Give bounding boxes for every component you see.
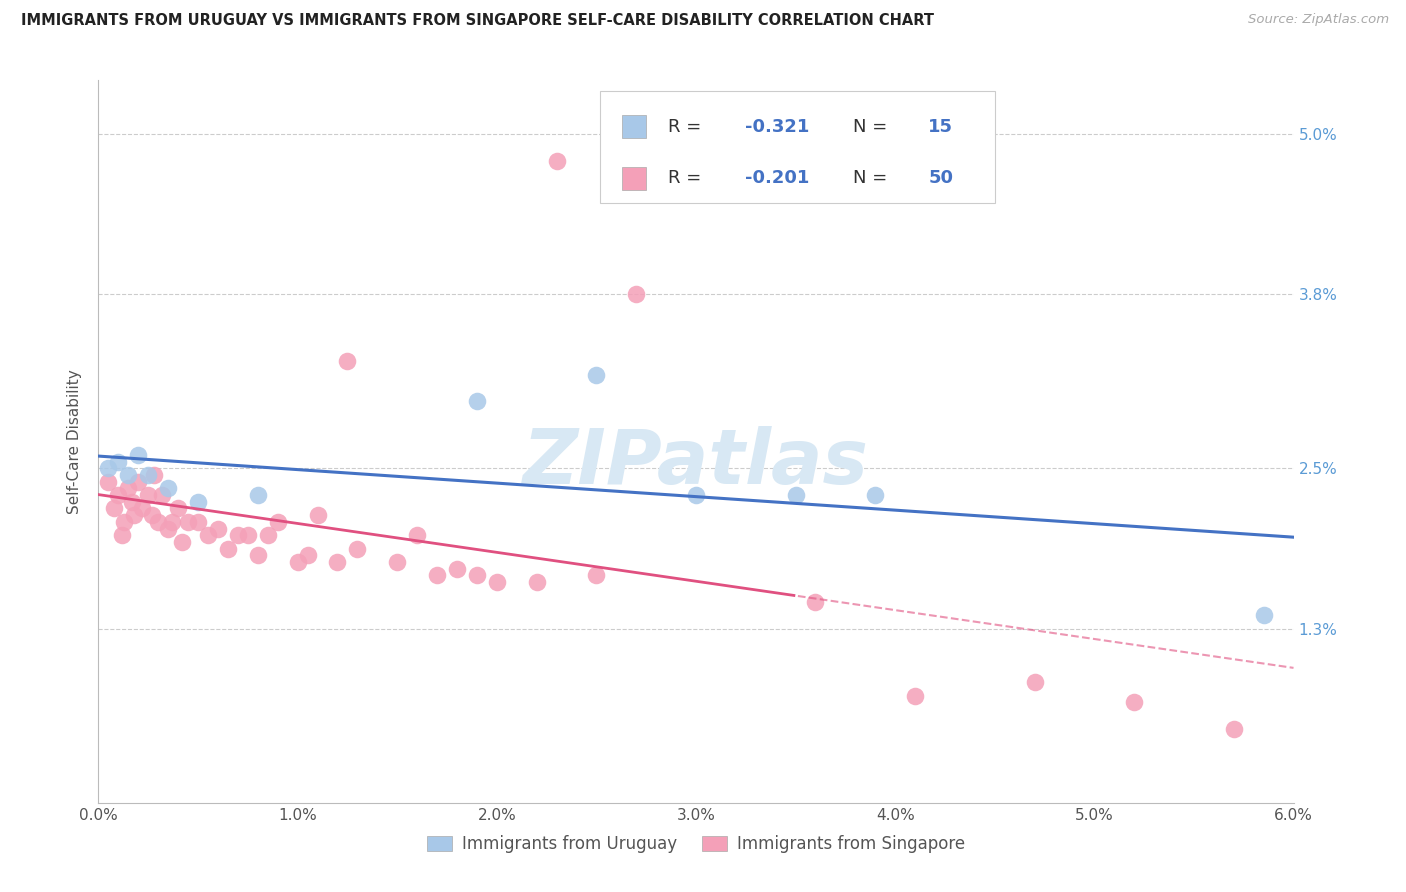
Point (136, 488, 159, 502)
Point (121, 494, 143, 508)
Point (406, 528, 429, 542)
Point (207, 521, 229, 535)
Text: R =: R = (668, 169, 707, 187)
Point (246, 488, 269, 502)
Point (187, 515, 209, 529)
Point (103, 501, 125, 516)
Point (136, 467, 159, 482)
Y-axis label: Self-Care Disability: Self-Care Disability (67, 369, 83, 514)
Point (197, 528, 219, 542)
Point (111, 528, 134, 542)
Point (297, 548, 319, 563)
Point (1253, 608, 1275, 623)
Point (336, 354, 359, 368)
Point (385, 555, 409, 569)
Point (685, 488, 707, 502)
Point (117, 467, 139, 482)
Point (236, 528, 259, 542)
Point (97, 461, 120, 475)
Text: -0.201: -0.201 (745, 169, 810, 187)
Point (585, 568, 607, 582)
Text: ZIPatlas: ZIPatlas (523, 426, 869, 500)
Point (107, 455, 129, 469)
Point (785, 488, 807, 502)
Point (112, 515, 135, 529)
Point (326, 555, 349, 569)
Point (226, 528, 249, 542)
Point (127, 475, 149, 489)
Point (124, 508, 146, 523)
Text: N =: N = (853, 118, 893, 136)
Point (307, 508, 329, 523)
Point (141, 508, 163, 523)
Point (131, 501, 153, 516)
Text: 50: 50 (928, 169, 953, 187)
Point (148, 515, 170, 529)
Point (446, 562, 468, 576)
Point (160, 515, 183, 529)
Point (117, 481, 139, 495)
Text: N =: N = (853, 169, 893, 187)
Point (107, 488, 129, 502)
FancyBboxPatch shape (600, 91, 995, 203)
Point (177, 515, 200, 529)
Text: Source: ZipAtlas.com: Source: ZipAtlas.com (1249, 13, 1389, 27)
Point (187, 494, 209, 508)
Point (465, 394, 488, 409)
Point (172, 534, 194, 549)
Point (585, 368, 607, 382)
Point (150, 488, 173, 502)
Point (267, 515, 290, 529)
Point (287, 555, 309, 569)
Point (246, 548, 269, 563)
Point (904, 689, 927, 703)
Point (157, 521, 180, 535)
Point (863, 488, 886, 502)
Point (1024, 675, 1046, 690)
Point (804, 595, 827, 609)
Point (465, 568, 488, 582)
Point (143, 467, 166, 482)
Point (157, 481, 180, 495)
Point (485, 575, 508, 590)
Point (256, 528, 278, 542)
Point (217, 541, 239, 556)
FancyBboxPatch shape (621, 167, 647, 190)
Text: 15: 15 (928, 118, 953, 136)
Point (426, 568, 449, 582)
Text: -0.321: -0.321 (745, 118, 810, 136)
Point (546, 153, 568, 168)
Point (127, 448, 149, 462)
FancyBboxPatch shape (621, 115, 647, 138)
Point (1223, 723, 1246, 737)
Text: IMMIGRANTS FROM URUGUAY VS IMMIGRANTS FROM SINGAPORE SELF-CARE DISABILITY CORREL: IMMIGRANTS FROM URUGUAY VS IMMIGRANTS FR… (21, 13, 934, 29)
Point (346, 541, 368, 556)
Point (97, 475, 120, 489)
Point (626, 287, 648, 301)
Point (1123, 696, 1146, 710)
Text: R =: R = (668, 118, 707, 136)
Point (526, 575, 548, 590)
Legend: Immigrants from Uruguay, Immigrants from Singapore: Immigrants from Uruguay, Immigrants from… (420, 828, 972, 860)
Point (167, 501, 190, 516)
